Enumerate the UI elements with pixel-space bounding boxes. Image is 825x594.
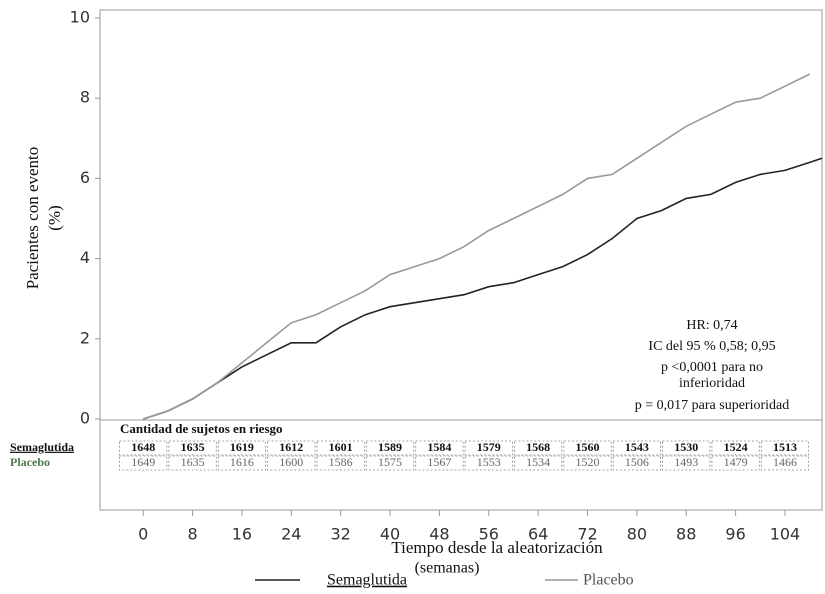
risk-value: 1586 (329, 455, 353, 469)
annotation: p = 0,017 para superioridad (635, 398, 789, 413)
x-tick-label: 56 (479, 525, 499, 544)
risk-cell (563, 440, 612, 456)
x-tick-label: 64 (528, 525, 548, 544)
risk-cell (119, 455, 168, 471)
risk-cell (365, 440, 415, 456)
y-tick-label: 10 (70, 8, 90, 27)
risk-cell (119, 440, 168, 456)
risk-cell (612, 455, 661, 471)
risk-value: 1493 (674, 455, 698, 469)
x-tick-label: 32 (330, 525, 350, 544)
x-tick-label: 88 (676, 525, 696, 544)
x-tick-label: 0 (138, 525, 148, 544)
risk-value: 1560 (576, 440, 600, 454)
risk-row-label: Semaglutida (10, 440, 74, 454)
risk-cell (217, 440, 267, 456)
x-tick-label: 104 (770, 525, 801, 544)
risk-cell (464, 440, 513, 456)
annotation: p <0,0001 para no (661, 360, 763, 375)
risk-value: 1553 (477, 455, 501, 469)
risk-value: 1567 (427, 455, 451, 469)
risk-cell (415, 455, 464, 471)
y-tick-label: 6 (80, 168, 90, 187)
risk-cell (365, 455, 415, 471)
risk-value: 1600 (279, 455, 303, 469)
series-line (142, 157, 823, 420)
x-tick-label: 96 (725, 525, 745, 544)
risk-value: 1649 (131, 455, 155, 469)
y-tick-label: 8 (80, 88, 90, 107)
risk-cell (612, 440, 661, 456)
x-tick-label: 40 (380, 525, 400, 544)
risk-value: 1568 (526, 440, 550, 454)
risk-value: 1612 (279, 440, 303, 454)
risk-cell (760, 455, 810, 471)
x-axis-label: Tiempo desde la aleatorización (391, 538, 603, 557)
risk-cell (711, 455, 760, 471)
risk-value: 1589 (378, 440, 402, 454)
risk-cell (316, 440, 365, 456)
risk-value: 1575 (378, 455, 402, 469)
risk-value: 1584 (427, 440, 451, 454)
risk-value: 1635 (181, 455, 205, 469)
risk-value: 1616 (230, 455, 254, 469)
risk-row-label: Placebo (10, 455, 50, 469)
x-axis-unit: (semanas) (415, 560, 480, 577)
risk-cell (168, 440, 217, 456)
x-tick-label: 72 (577, 525, 597, 544)
risk-value: 1635 (181, 440, 205, 454)
risk-value: 1479 (724, 455, 748, 469)
risk-value: 1601 (329, 440, 353, 454)
risk-value: 1466 (773, 455, 797, 469)
risk-table-title: Cantidad de sujetos en riesgo (120, 421, 283, 436)
risk-cell (662, 455, 711, 471)
risk-cell (662, 440, 711, 456)
y-axis-label: (%) (45, 205, 64, 230)
y-axis-label: Pacientes con evento (23, 147, 42, 290)
plot-frame (99, 9, 823, 511)
risk-cell (267, 455, 316, 471)
risk-value: 1648 (131, 440, 155, 454)
x-tick-label: 16 (232, 525, 252, 544)
risk-value: 1506 (625, 455, 649, 469)
risk-value: 1579 (477, 440, 501, 454)
risk-cell (316, 455, 365, 471)
risk-value: 1530 (674, 440, 698, 454)
annotation: IC del 95 % 0,58; 0,95 (648, 339, 775, 354)
y-tick-label: 0 (80, 409, 90, 428)
risk-cell (217, 455, 267, 471)
risk-cell (267, 440, 316, 456)
risk-cell (563, 455, 612, 471)
risk-value: 1520 (576, 455, 600, 469)
x-tick-label: 8 (187, 525, 197, 544)
risk-cell (760, 440, 810, 456)
risk-value: 1513 (773, 440, 797, 454)
series-line (142, 73, 811, 420)
risk-value: 1543 (625, 440, 649, 454)
annotation: HR: 0,74 (686, 318, 737, 333)
risk-cell (514, 455, 563, 471)
y-tick-label: 2 (80, 328, 90, 347)
risk-cell (464, 455, 513, 471)
x-tick-label: 80 (627, 525, 647, 544)
risk-cell (711, 440, 760, 456)
risk-value: 1619 (230, 440, 254, 454)
x-tick-label: 48 (429, 525, 449, 544)
x-tick-label: 24 (281, 525, 301, 544)
risk-value: 1534 (526, 455, 550, 469)
risk-cell (514, 440, 563, 456)
risk-value: 1524 (724, 440, 748, 454)
legend-label: Placebo (583, 572, 634, 589)
legend-label: Semaglutida (327, 572, 407, 589)
risk-cell (415, 440, 464, 456)
y-tick-label: 4 (80, 248, 90, 267)
risk-cell (168, 455, 217, 471)
annotation: inferioridad (679, 376, 745, 391)
